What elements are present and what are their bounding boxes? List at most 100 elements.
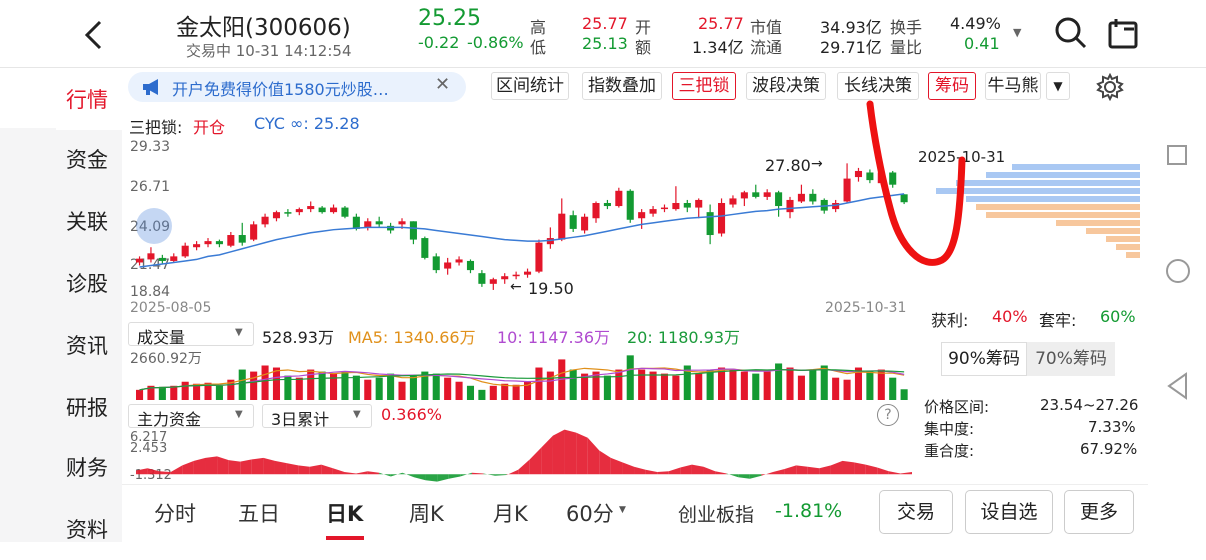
- trade-button[interactable]: 交易: [879, 490, 953, 534]
- sidebar-item-news[interactable]: 资讯: [66, 334, 108, 358]
- x-start-date: 2025-08-05: [130, 300, 212, 316]
- capital-flow-chart[interactable]: [128, 428, 914, 484]
- sidebar-item-capital[interactable]: 资金: [66, 148, 108, 172]
- capital-period-selector[interactable]: 3日累计 ▼: [262, 404, 372, 429]
- candle-body: [615, 190, 623, 207]
- capital-flow-segment: [483, 473, 496, 476]
- capital-flow-segment: [888, 471, 901, 475]
- y-tick-2: 26.71: [130, 179, 171, 195]
- tool-long-decision[interactable]: 长线决策: [837, 72, 919, 100]
- close-icon[interactable]: ✕: [435, 74, 451, 95]
- home-icon[interactable]: [1166, 259, 1190, 283]
- capital-selector[interactable]: 主力资金 ▼: [128, 404, 254, 429]
- sidebar-item-research[interactable]: 研报: [66, 396, 108, 420]
- capital-flow-segment: [263, 457, 275, 475]
- tab-intraday[interactable]: 分时: [154, 502, 196, 526]
- tab-daily-k[interactable]: 日K: [326, 502, 364, 526]
- volume-bar: [900, 389, 908, 400]
- candle-body: [569, 215, 577, 229]
- candle-body: [318, 207, 326, 213]
- volume-bar: [215, 385, 223, 400]
- candle-body: [204, 241, 212, 245]
- open-value: 25.77: [698, 14, 744, 33]
- capital-flow-segment: [900, 472, 912, 475]
- sidebar-item-diagnosis[interactable]: 诊股: [66, 272, 108, 296]
- overlap-label: 重合度:: [924, 442, 975, 460]
- volume-bar: [660, 373, 669, 400]
- volume-bar: [284, 375, 292, 400]
- price-change: -0.22: [418, 33, 460, 52]
- volume-bar: [809, 369, 817, 400]
- trade-status: 交易中 10-31 14:12:54: [186, 42, 352, 60]
- more-button[interactable]: 更多: [1064, 490, 1134, 534]
- tab-90-chips[interactable]: 90%筹码: [941, 342, 1027, 376]
- edit-note-icon[interactable]: [1108, 17, 1138, 49]
- tools-more-caret-icon[interactable]: ▼: [1046, 72, 1070, 100]
- back-arrow-icon[interactable]: [82, 20, 104, 50]
- search-icon[interactable]: [1054, 16, 1088, 50]
- candle-body: [729, 198, 737, 205]
- crosshair-cursor[interactable]: [136, 208, 172, 244]
- capital-flow-segment: [865, 464, 878, 475]
- index-name[interactable]: 创业板指: [678, 504, 755, 526]
- tab-60-min[interactable]: 60分: [566, 502, 614, 526]
- candle-body: [718, 202, 726, 234]
- tab-70-chips[interactable]: 70%筹码: [1027, 342, 1115, 376]
- candle-body: [181, 245, 189, 257]
- tool-index-overlay[interactable]: 指数叠加: [582, 72, 662, 100]
- ad-banner[interactable]: 开户免费得价值1580元炒股… ✕: [128, 72, 466, 102]
- volume-ma5: MA5: 1340.66万: [348, 328, 476, 347]
- settings-gear-icon[interactable]: [1096, 73, 1124, 101]
- tool-three-locks[interactable]: 三把锁: [672, 72, 736, 100]
- volume-bar: [877, 369, 885, 400]
- chip-distribution-chart[interactable]: [916, 162, 1142, 300]
- sidebar-item-profile[interactable]: 资料: [66, 518, 108, 542]
- volume-chart[interactable]: [128, 346, 914, 400]
- price-range-value: 23.54~27.26: [1040, 396, 1139, 414]
- help-icon[interactable]: ?: [877, 404, 899, 426]
- back-triangle-icon[interactable]: [1166, 372, 1190, 400]
- indicator-state: 开仓: [193, 118, 226, 137]
- turnover-label: 换手: [890, 18, 923, 37]
- candle-body: [295, 209, 303, 213]
- index-change: -1.81%: [775, 500, 843, 522]
- tab-monthly-k[interactable]: 月K: [493, 502, 528, 526]
- concentration-value: 7.33%: [1088, 418, 1136, 436]
- volume-bar: [318, 371, 326, 400]
- volume-bar: [649, 371, 657, 400]
- candle-body: [900, 194, 908, 203]
- tool-bull-bear[interactable]: 牛马熊: [985, 72, 1041, 100]
- capital-flow-segment: [726, 473, 739, 478]
- recent-apps-icon[interactable]: [1167, 145, 1187, 165]
- expand-caret-icon[interactable]: ▼: [1013, 26, 1022, 39]
- capital-flow-segment: [541, 435, 553, 475]
- volume-bar: [364, 379, 372, 400]
- low-value: 25.13: [582, 34, 628, 53]
- sidebar: 行情 资金 关联 诊股 资讯 研报 财务 资料: [0, 68, 122, 542]
- ad-text: 开户免费得价值1580元炒股…: [172, 80, 389, 99]
- tab-five-day[interactable]: 五日: [238, 502, 280, 526]
- capital-flow-segment: [691, 464, 704, 475]
- sidebar-item-related[interactable]: 关联: [66, 210, 108, 234]
- capital-flow-segment: [228, 460, 241, 475]
- capital-flow-segment: [576, 432, 588, 475]
- tab-weekly-k[interactable]: 周K: [409, 502, 444, 526]
- candle-body: [558, 213, 566, 240]
- volume-bar: [512, 384, 520, 400]
- volume-bar: [603, 375, 611, 400]
- volume-bar: [615, 369, 623, 400]
- tool-band-decision[interactable]: 波段决策: [746, 72, 826, 100]
- add-watchlist-button[interactable]: 设自选: [965, 490, 1053, 534]
- volume-bar: [695, 373, 703, 400]
- tool-range-stats[interactable]: 区间统计: [491, 72, 569, 100]
- volume-ratio-value: 0.41: [964, 34, 1000, 53]
- volume-selector[interactable]: 成交量 ▼: [128, 322, 254, 347]
- capital-value: 0.366%: [381, 405, 443, 424]
- kline-chart[interactable]: [128, 140, 914, 300]
- market-value: 34.93亿: [820, 18, 882, 37]
- capital-flow-segment: [854, 462, 866, 475]
- tool-chips[interactable]: 筹码: [928, 72, 976, 100]
- sidebar-item-finance[interactable]: 财务: [66, 456, 108, 480]
- capital-flow-segment: [518, 459, 530, 475]
- volume-bar: [832, 377, 840, 400]
